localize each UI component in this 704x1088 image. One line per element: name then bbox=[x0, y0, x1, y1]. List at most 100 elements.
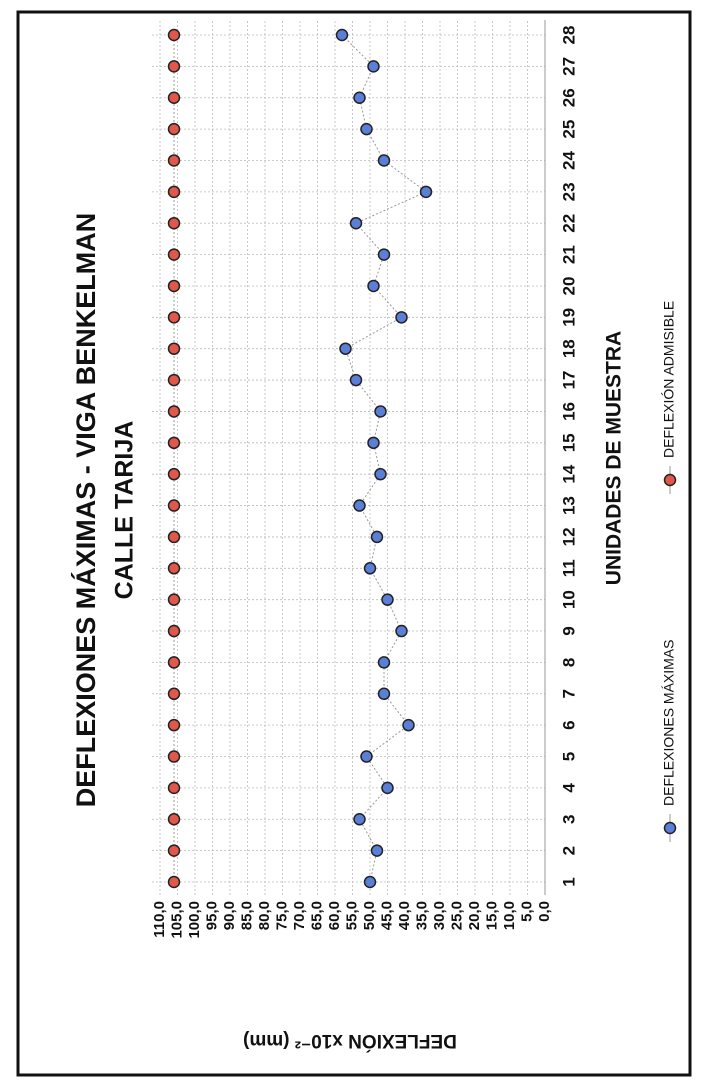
data-point bbox=[360, 750, 373, 763]
data-point bbox=[167, 687, 181, 701]
data-point bbox=[377, 687, 391, 701]
chart: DEFLEXIONES MÁXIMAS - VIGA BENKELMAN CAL… bbox=[70, 20, 677, 1052]
data-point bbox=[370, 530, 384, 544]
x-tick-label: 19 bbox=[559, 308, 578, 327]
series-line bbox=[341, 34, 427, 883]
x-axis-title: UNIDADES DE MUESTRA bbox=[603, 331, 626, 585]
x-tick-label: 1 bbox=[559, 877, 578, 886]
data-point bbox=[167, 373, 181, 387]
y-tick-label: 65,0 bbox=[308, 901, 325, 930]
x-tick-label: 6 bbox=[559, 720, 578, 729]
data-point bbox=[335, 28, 349, 42]
data-point bbox=[167, 342, 181, 355]
y-tick-label: 25,0 bbox=[448, 901, 465, 930]
y-tick-label: 5,0 bbox=[518, 901, 535, 922]
data-point bbox=[367, 279, 380, 293]
y-tick-label: 95,0 bbox=[203, 901, 220, 930]
data-point bbox=[167, 154, 181, 167]
x-tick-label: 3 bbox=[559, 815, 578, 824]
y-tick-label: 60,0 bbox=[326, 901, 343, 930]
data-point bbox=[167, 624, 181, 638]
data-point bbox=[363, 562, 377, 575]
legend-label: DEFLEXIONES MÁXIMAS bbox=[661, 640, 677, 806]
x-tick-label: 8 bbox=[559, 658, 578, 667]
data-point bbox=[167, 91, 181, 104]
x-tick-label: 2 bbox=[559, 846, 578, 855]
data-point bbox=[395, 311, 408, 324]
data-point bbox=[167, 467, 181, 481]
x-tick-label: 7 bbox=[559, 689, 578, 698]
data-point bbox=[167, 844, 181, 857]
y-tick-label: 35,0 bbox=[413, 901, 430, 930]
data-point bbox=[363, 875, 377, 889]
y-tick-label: 100,0 bbox=[186, 901, 203, 939]
legend-label: DEFLEXIÓN ADMISIBLE bbox=[661, 301, 677, 458]
x-tick-label: 16 bbox=[559, 402, 578, 421]
y-tick-label: 10,0 bbox=[501, 901, 518, 930]
x-tick-label: 25 bbox=[559, 120, 578, 139]
data-point bbox=[374, 467, 387, 481]
chart-subtitle: CALLE TARIJA bbox=[111, 421, 139, 600]
data-point bbox=[167, 436, 181, 450]
x-tick-label: 27 bbox=[559, 57, 578, 76]
x-tick-label: 22 bbox=[559, 214, 578, 233]
y-tick-label: 110,0 bbox=[151, 901, 168, 938]
x-tick-label: 17 bbox=[559, 371, 578, 390]
y-tick-label: 105,0 bbox=[168, 901, 185, 939]
data-point bbox=[374, 405, 387, 418]
y-tick-label: 0,0 bbox=[536, 901, 553, 922]
data-point bbox=[167, 60, 181, 73]
x-tick-label: 13 bbox=[559, 496, 578, 515]
data-point bbox=[360, 122, 373, 136]
data-point bbox=[167, 750, 181, 763]
x-tick-label: 11 bbox=[559, 559, 578, 577]
data-point bbox=[377, 154, 391, 167]
data-point bbox=[353, 499, 366, 512]
x-tick-label: 10 bbox=[559, 590, 578, 609]
data-point bbox=[349, 373, 363, 387]
x-tick-label: 9 bbox=[559, 626, 578, 635]
x-tick-label: 20 bbox=[559, 277, 578, 296]
x-tick-label: 4 bbox=[559, 783, 578, 793]
y-tick-label: 20,0 bbox=[466, 901, 483, 930]
y-tick-label: 30,0 bbox=[431, 901, 448, 930]
x-tick-label: 15 bbox=[559, 433, 578, 452]
data-point bbox=[419, 185, 433, 199]
y-tick-label: 45,0 bbox=[378, 901, 395, 930]
y-tick-label: 70,0 bbox=[291, 901, 308, 930]
data-point bbox=[395, 624, 408, 638]
data-point bbox=[167, 499, 181, 512]
x-tick-label: 28 bbox=[559, 26, 578, 45]
data-point bbox=[353, 91, 366, 104]
data-point bbox=[167, 405, 181, 418]
y-tick-label: 55,0 bbox=[343, 901, 360, 930]
x-tick-label: 21 bbox=[559, 245, 578, 264]
data-point bbox=[167, 122, 181, 136]
x-tick-label: 18 bbox=[559, 339, 578, 358]
y-tick-label: 75,0 bbox=[273, 901, 290, 930]
data-point bbox=[167, 718, 181, 732]
frame bbox=[16, 10, 692, 1077]
x-tick-label: 12 bbox=[559, 527, 578, 546]
data-point bbox=[167, 530, 181, 544]
x-tick-label: 14 bbox=[559, 464, 578, 483]
data-point bbox=[381, 593, 394, 606]
data-point bbox=[167, 216, 181, 230]
data-point bbox=[370, 844, 384, 857]
y-tick-label: 80,0 bbox=[256, 901, 273, 930]
y-tick-label: 90,0 bbox=[221, 901, 238, 930]
data-point bbox=[377, 656, 391, 669]
x-tick-label: 5 bbox=[559, 752, 578, 761]
data-point bbox=[167, 875, 181, 889]
y-tick-label: 50,0 bbox=[361, 901, 378, 930]
data-point bbox=[167, 593, 181, 606]
data-point bbox=[167, 248, 181, 261]
y-tick-label: 40,0 bbox=[396, 901, 413, 930]
data-point bbox=[353, 813, 366, 826]
data-point bbox=[167, 656, 181, 669]
chart-title: DEFLEXIONES MÁXIMAS - VIGA BENKELMAN bbox=[70, 213, 101, 808]
legend-marker bbox=[663, 473, 677, 487]
data-point bbox=[167, 185, 181, 199]
x-tick-label: 26 bbox=[559, 88, 578, 107]
